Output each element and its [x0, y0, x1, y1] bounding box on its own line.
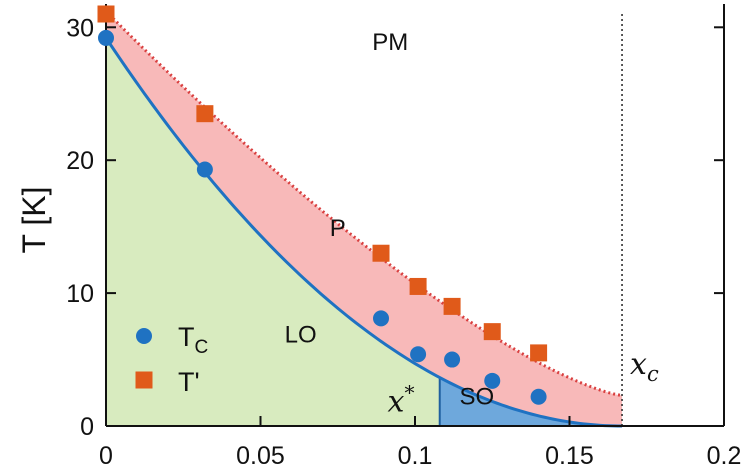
- region-lo: [106, 37, 440, 427]
- tprime-data-point: [97, 5, 115, 23]
- y-tick-label: 20: [66, 147, 94, 175]
- lo-label: LO: [285, 321, 317, 348]
- region-so: [439, 377, 623, 426]
- tc-fit-curve: [104, 37, 623, 428]
- tc-data-point: [373, 310, 390, 327]
- x-tick-label: 0.15: [545, 442, 594, 470]
- y-tick-label: 30: [66, 14, 94, 42]
- tc-data-point: [530, 388, 547, 405]
- x-tick-label: 0.1: [398, 442, 433, 470]
- y-tick-label: 10: [66, 280, 94, 308]
- tprime-data-point: [483, 323, 501, 341]
- legend-tprime-marker: [135, 371, 153, 389]
- tc-data-point: [196, 161, 213, 178]
- legend-tc-marker: [136, 328, 152, 344]
- x-star-sup: *: [404, 380, 414, 404]
- data-markers: [97, 5, 548, 405]
- legend-tprime-label: T': [178, 367, 200, 397]
- x-c-sub: c: [647, 362, 659, 386]
- legend-tc-sub: C: [195, 337, 209, 358]
- tc-data-point: [410, 346, 427, 363]
- tc-data-point: [484, 372, 501, 389]
- tc-data-point: [98, 29, 114, 46]
- tprime-data-point: [409, 277, 427, 295]
- legend: TC T': [135, 322, 208, 397]
- x-c-label: xc: [630, 347, 659, 386]
- x-star-main: x: [388, 384, 405, 419]
- legend-tc-label: TC: [178, 322, 208, 358]
- tc-data-point: [444, 351, 461, 368]
- pm-label: PM: [372, 29, 408, 56]
- tprime-data-point: [372, 244, 390, 262]
- tprime-data-point: [443, 297, 461, 315]
- phase-regions: [106, 11, 623, 427]
- x-tick-label: 0: [99, 442, 113, 470]
- tprime-data-point: [196, 105, 214, 123]
- y-tick-label: 0: [80, 413, 94, 441]
- legend-tc-main: T: [178, 322, 195, 352]
- x-tick-label: 0.05: [236, 442, 285, 470]
- so-label: SO: [459, 384, 494, 411]
- region-p: [106, 11, 623, 427]
- x-c-main: x: [630, 347, 647, 382]
- tprime-data-point: [530, 344, 548, 362]
- y-axis-label: T [K]: [16, 187, 52, 254]
- x-tick-label: 0.2: [707, 442, 742, 470]
- p-label: P: [330, 215, 346, 242]
- x-star-label: x*: [388, 380, 415, 419]
- axes: 0 0.05 0.1 0.15 0.2 0 10 20 30 T [K]: [16, 4, 741, 470]
